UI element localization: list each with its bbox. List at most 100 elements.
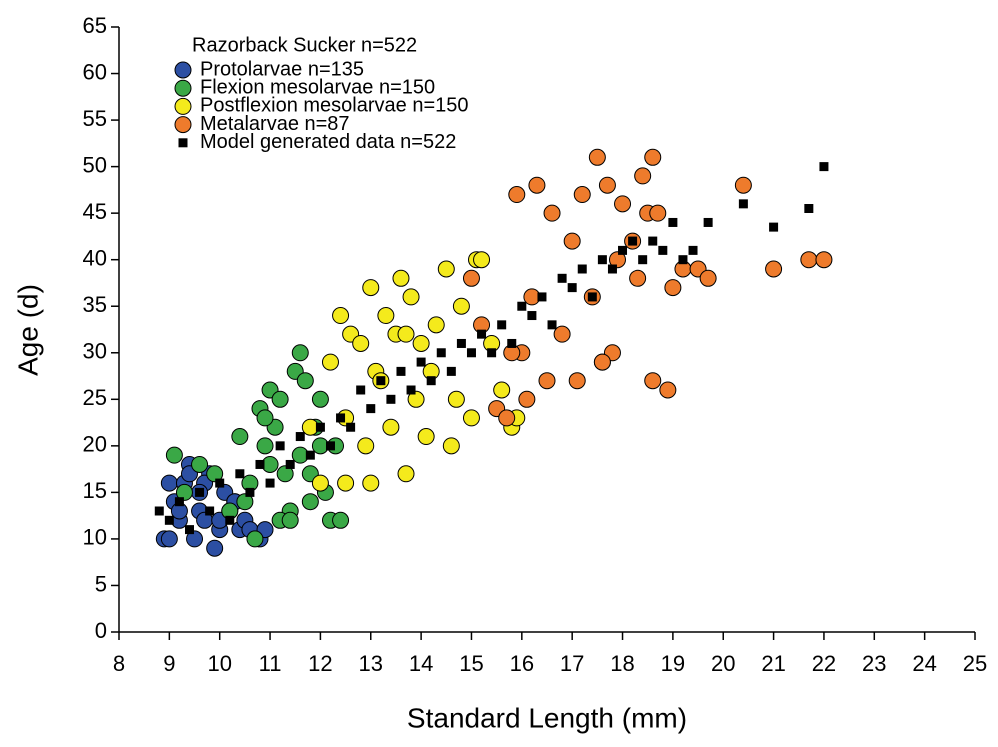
data-point [563,232,581,250]
x-tick-label: 20 [711,651,735,676]
data-point [538,372,556,390]
data-point [765,260,783,278]
data-point [769,222,779,232]
x-tick-label: 23 [862,651,886,676]
data-point [296,372,314,390]
data-point [473,251,491,269]
data-point [437,260,455,278]
data-point [417,428,435,446]
data-point [568,372,586,390]
data-point [186,530,204,548]
data-point [352,334,370,352]
x-tick-label: 11 [259,651,282,676]
data-point [699,269,717,287]
data-point [462,269,480,287]
y-tick-label: 40 [83,246,107,271]
x-tick-label: 24 [912,651,936,676]
x-tick-label: 8 [113,651,125,676]
data-point [386,394,396,404]
data-point [567,283,577,293]
data-point [738,199,748,209]
data-point [497,320,507,330]
data-point [246,530,264,548]
x-tick-label: 16 [510,651,534,676]
legend-title: Razorback Sucker n=522 [192,34,417,56]
x-tick-label: 14 [409,651,433,676]
data-point [236,493,254,511]
data-point [703,217,713,227]
data-point [819,162,829,172]
data-point [426,376,436,386]
legend-marker [174,61,192,79]
data-point [265,478,275,488]
data-point [346,422,356,432]
data-point [608,251,626,269]
data-point [397,465,415,483]
data-point [311,474,329,492]
x-tick-label: 13 [359,651,383,676]
data-point [402,288,420,306]
data-point [165,446,183,464]
legend-label: Model generated data n=522 [200,131,456,153]
data-point [160,530,178,548]
data-point [174,497,184,507]
data-point [628,236,638,246]
data-point [456,338,466,348]
data-point [281,511,299,529]
data-point [406,385,416,395]
data-point [362,279,380,297]
data-point [271,390,289,408]
x-tick-label: 17 [560,651,584,676]
data-point [315,422,325,432]
data-point [256,437,274,455]
data-point [356,385,366,395]
legend-label: Postflexion mesolarvae n=150 [200,95,469,117]
data-point [285,459,295,469]
data-point [276,465,294,483]
data-point [275,441,285,451]
data-point [508,186,526,204]
data-point [644,148,662,166]
data-point [164,515,174,525]
data-point [175,483,193,501]
data-point [311,390,329,408]
data-point [321,353,339,371]
data-point [255,459,265,469]
data-point [436,348,446,358]
data-point [553,325,571,343]
x-tick-label: 12 [308,651,332,676]
data-point [452,297,470,315]
legend-marker [174,79,192,97]
data-point [557,273,567,283]
data-point [547,320,557,330]
data-point [607,264,617,274]
legend-marker [174,116,192,134]
data-point [195,487,205,497]
x-tick-label: 18 [610,651,634,676]
y-tick-label: 35 [83,292,107,317]
data-point [587,292,597,302]
data-point [191,455,209,473]
legend-marker [174,97,192,115]
y-tick-label: 30 [83,339,107,364]
data-point [466,348,476,358]
y-tick-label: 20 [83,432,107,457]
data-point [206,539,224,557]
data-point [629,269,647,287]
data-point [446,366,456,376]
data-point [291,344,309,362]
x-tick-label: 22 [812,651,836,676]
data-point [206,465,224,483]
data-point [215,478,225,488]
y-tick-label: 10 [83,525,107,550]
data-point [245,487,255,497]
data-point [597,255,607,265]
data-point [493,381,511,399]
data-point [407,390,425,408]
data-point [396,366,406,376]
legend-marker [178,138,188,148]
data-point [668,217,678,227]
data-point [447,390,465,408]
data-point [638,255,648,265]
